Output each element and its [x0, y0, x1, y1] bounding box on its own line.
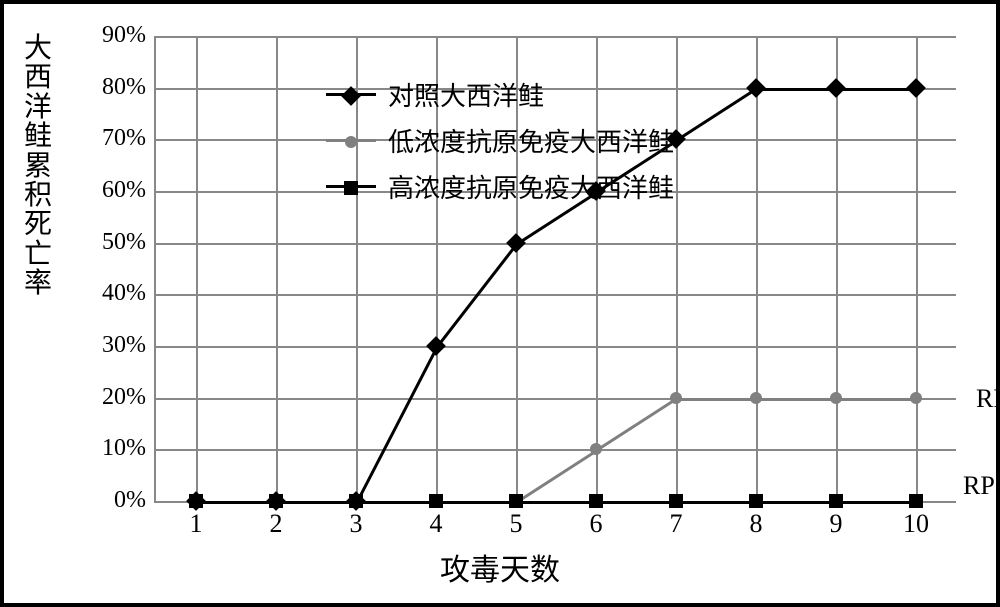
series-line — [676, 501, 756, 504]
series-line — [356, 501, 436, 504]
x-tick-label: 4 — [416, 509, 456, 539]
gridline-vertical — [916, 36, 918, 501]
data-marker — [670, 392, 682, 404]
square-icon — [344, 181, 358, 195]
x-axis-title: 攻毒天数 — [14, 545, 986, 589]
series-line — [596, 501, 676, 504]
y-axis-title: 大西洋鲑累积死亡率 — [22, 34, 54, 299]
series-line — [596, 398, 678, 452]
data-marker — [509, 494, 523, 508]
gridline-vertical — [676, 36, 678, 501]
legend-item: 低浓度抗原免疫大西洋鲑 — [326, 122, 674, 159]
x-tick-label: 7 — [656, 509, 696, 539]
y-tick-label: 0% — [86, 487, 146, 514]
gridline-vertical — [756, 36, 758, 501]
y-tick-label: 10% — [86, 435, 146, 462]
x-tick-label: 8 — [736, 509, 776, 539]
y-tick-label: 70% — [86, 125, 146, 152]
diamond-icon — [341, 86, 361, 106]
legend-item: 对照大西洋鲑 — [326, 76, 544, 113]
data-marker — [589, 494, 603, 508]
data-marker — [750, 392, 762, 404]
x-tick-label: 10 — [896, 509, 936, 539]
series-line — [436, 501, 516, 504]
data-marker — [906, 78, 926, 98]
y-tick-label: 60% — [86, 177, 146, 204]
legend-label: 高浓度抗原免疫大西洋鲑 — [388, 168, 674, 205]
data-marker — [669, 494, 683, 508]
legend-item: 高浓度抗原免疫大西洋鲑 — [326, 168, 674, 205]
chart-area: 大西洋鲑累积死亡率 攻毒天数 0%10%20%30%40%50%60%70%80… — [14, 14, 986, 593]
x-tick-label: 9 — [816, 509, 856, 539]
series-line — [196, 501, 276, 504]
gridline-vertical — [836, 36, 838, 501]
y-tick-label: 80% — [86, 74, 146, 101]
data-marker — [749, 494, 763, 508]
series-line — [676, 398, 756, 401]
gridline-vertical — [596, 36, 598, 501]
data-marker — [269, 494, 283, 508]
legend-label: 低浓度抗原免疫大西洋鲑 — [388, 122, 674, 159]
annotation-label: RPS=75% — [976, 384, 1000, 414]
x-tick-label: 3 — [336, 509, 376, 539]
series-line — [756, 88, 836, 91]
data-marker — [909, 494, 923, 508]
x-tick-label: 5 — [496, 509, 536, 539]
series-line — [676, 88, 758, 142]
data-marker — [349, 494, 363, 508]
data-marker — [829, 494, 843, 508]
x-tick-label: 2 — [256, 509, 296, 539]
y-tick-label: 30% — [86, 332, 146, 359]
y-tick-label: 50% — [86, 229, 146, 256]
y-tick-label: 20% — [86, 384, 146, 411]
series-line — [836, 501, 916, 504]
y-tick-label: 90% — [86, 22, 146, 49]
series-line — [516, 449, 598, 503]
data-marker — [830, 392, 842, 404]
annotation-label: RPS=100% — [963, 471, 1000, 501]
data-marker — [189, 494, 203, 508]
series-line — [756, 501, 836, 504]
gridline-vertical — [196, 36, 198, 501]
data-marker — [590, 443, 602, 455]
series-line — [756, 398, 836, 401]
data-marker — [826, 78, 846, 98]
x-tick-label: 6 — [576, 509, 616, 539]
series-line — [836, 398, 916, 401]
y-tick-label: 40% — [86, 280, 146, 307]
series-line — [276, 501, 356, 504]
series-line — [516, 501, 596, 504]
gridline-vertical — [276, 36, 278, 501]
legend-label: 对照大西洋鲑 — [388, 76, 544, 113]
circle-icon — [345, 136, 357, 148]
plot-area: 0%10%20%30%40%50%60%70%80%90%12345678910… — [154, 36, 956, 503]
data-marker — [910, 392, 922, 404]
series-line — [356, 346, 439, 502]
x-tick-label: 1 — [176, 509, 216, 539]
chart-frame: 大西洋鲑累积死亡率 攻毒天数 0%10%20%30%40%50%60%70%80… — [0, 0, 1000, 607]
series-line — [836, 88, 916, 91]
data-marker — [429, 494, 443, 508]
